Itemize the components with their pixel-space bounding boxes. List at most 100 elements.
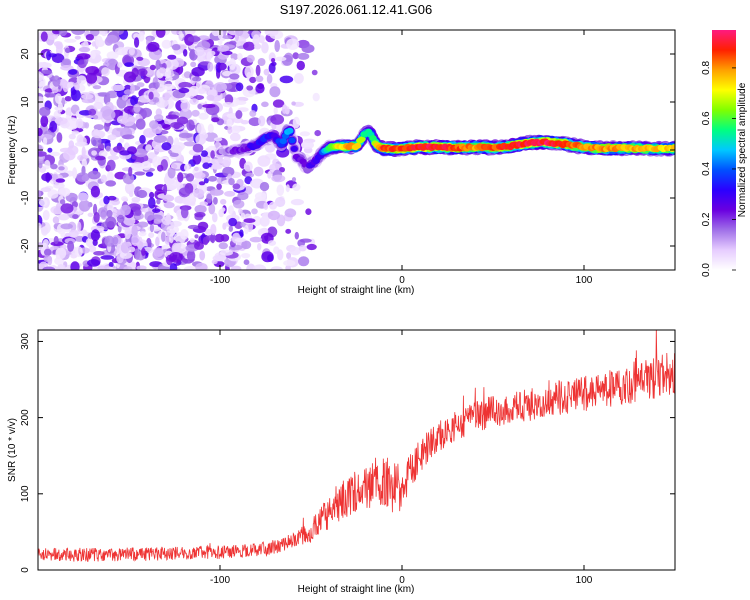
- spectrogram-noise-blob: [195, 133, 207, 145]
- spectrogram-noise-blob: [193, 188, 205, 198]
- spectrogram-ytick-label: 20: [20, 48, 31, 60]
- spectrogram-noise-blob: [156, 198, 161, 205]
- spectrogram-noise-blob: [270, 114, 285, 125]
- spectrogram-xlabel: Height of straight line (km): [298, 285, 415, 296]
- spectrogram-noise-blob: [186, 119, 195, 131]
- spectrogram-noise-blob: [41, 226, 49, 236]
- spectrogram-noise-blob: [123, 89, 133, 95]
- spectrogram-noise-blob: [241, 253, 251, 259]
- spectrogram-noise-blob: [58, 187, 71, 197]
- spectrogram-noise-blob: [220, 234, 230, 242]
- spectrogram-noise-blob: [162, 216, 172, 226]
- spectrogram-noise-blob: [123, 266, 133, 270]
- spectrogram-noise-blob: [270, 266, 283, 270]
- spectrogram-noise-blob: [131, 224, 138, 237]
- spectrogram-noise-blob: [272, 99, 285, 108]
- spectrogram-noise-blob: [161, 142, 172, 151]
- spectrogram-noise-blob: [248, 117, 261, 127]
- spectrogram-noise-blob: [207, 123, 214, 133]
- spectrogram-noise-blob: [41, 173, 53, 182]
- spectrogram-noise-blob: [130, 95, 138, 106]
- spectrogram-noise-blob: [61, 58, 72, 66]
- spectrogram-signal-cell: [369, 135, 377, 142]
- snr-xtick-label: -100: [210, 575, 230, 586]
- spectrogram-noise-blob: [71, 30, 86, 35]
- spectrogram-noise-blob: [149, 64, 156, 71]
- spectrogram-noise-blob: [207, 175, 217, 182]
- spectrogram-noise-blob: [167, 166, 176, 179]
- spectrogram-signal-cell: [288, 137, 296, 144]
- spectrogram-noise-blob: [121, 114, 136, 127]
- spectrogram-noise-blob: [161, 39, 172, 49]
- spectrogram-noise-blob: [162, 92, 171, 100]
- snr-ticks: -100 0 100 0 100 200 300: [20, 330, 675, 586]
- spectrogram-noise-blob: [55, 247, 67, 260]
- spectrogram-noise-blob: [155, 236, 160, 247]
- spectrogram-noise-blob: [194, 46, 205, 57]
- spectrogram-noise-blob: [244, 185, 253, 195]
- spectrogram-noise-blob: [178, 87, 190, 94]
- spectrogram-noise-blob: [62, 81, 69, 93]
- spectrogram-noise-blob: [283, 259, 296, 267]
- spectrogram-noise-blob: [180, 98, 188, 103]
- spectrogram-noise-blob: [145, 144, 153, 152]
- spectrogram-noise-blob: [213, 197, 218, 205]
- spectrogram-noise-blob: [301, 44, 315, 54]
- spectrogram-noise-blob: [261, 41, 269, 54]
- spectrogram-noise-blob: [276, 184, 285, 196]
- spectrogram-noise-blob: [53, 110, 61, 119]
- spectrogram-noise-blob: [117, 224, 122, 233]
- colorbar-tick-label: 0.8: [701, 61, 712, 75]
- spectrogram-noise-blob: [191, 180, 201, 185]
- spectrogram-noise-blob: [267, 210, 280, 221]
- spectrogram-noise-blob: [93, 92, 99, 104]
- spectrogram-noise-blob: [195, 262, 208, 270]
- spectrogram-noise-blob: [228, 217, 238, 227]
- spectrogram-noise-blob: [207, 62, 214, 72]
- spectrogram-noise-blob: [178, 30, 184, 41]
- spectrogram-signal-cell: [286, 127, 294, 134]
- spectrogram-noise-blob: [67, 82, 74, 89]
- spectrogram-noise-blob: [74, 35, 81, 40]
- spectrogram-noise-blob: [122, 173, 135, 185]
- spectrogram-noise-blob: [93, 212, 100, 223]
- spectrogram-noise-blob: [152, 97, 160, 103]
- spectrogram-noise-blob: [93, 101, 104, 110]
- spectrogram-noise-blob: [155, 59, 161, 71]
- spectrogram-noise-blob: [206, 193, 213, 204]
- spectrogram-noise-blob: [222, 70, 233, 77]
- spectrogram-signal-cell: [358, 136, 366, 143]
- spectrogram-noise-blob: [137, 221, 149, 228]
- spectrogram-noise-blob: [40, 134, 53, 140]
- spectrogram-noise-blob: [52, 173, 58, 181]
- spectrogram-noise-blob: [217, 62, 227, 71]
- spectrogram-signal-cell: [354, 142, 362, 149]
- spectrogram-noise-blob: [218, 208, 224, 218]
- spectrogram-noise-blob: [197, 103, 203, 110]
- spectrogram-noise-blob: [38, 162, 43, 169]
- spectrogram-noise-blob: [197, 221, 209, 231]
- spectrogram-noise-blob: [153, 135, 167, 143]
- spectrogram-noise-blob: [91, 51, 96, 59]
- spectrogram-noise-blob: [54, 117, 68, 125]
- spectrogram-noise-blob: [211, 30, 221, 37]
- spectrogram-noise-blob: [92, 114, 99, 120]
- spectrogram-noise-blob: [57, 264, 66, 270]
- spectrogram-noise-blob: [54, 93, 62, 104]
- spectrogram-noise-blob: [257, 58, 266, 66]
- spectrogram-noise-blob: [285, 184, 290, 193]
- spectrogram-noise-blob: [81, 93, 94, 100]
- snr-plot-area: [38, 330, 675, 570]
- colorbar-tick-label: 0.6: [701, 111, 712, 125]
- spectrogram-noise-blob: [292, 183, 301, 191]
- colorbar-tick-label: 0.4: [701, 162, 712, 176]
- spectrogram-noise-blob: [274, 40, 281, 52]
- spectrogram-noise-blob: [59, 147, 73, 153]
- spectrogram-noise-blob: [124, 182, 135, 195]
- spectrogram-noise-blob: [90, 135, 102, 147]
- spectrogram-noise-blob: [206, 94, 215, 101]
- spectrogram-noise-blob: [60, 65, 74, 71]
- spectrogram-noise-blob: [101, 67, 110, 77]
- spectrogram-noise-blob: [117, 62, 123, 68]
